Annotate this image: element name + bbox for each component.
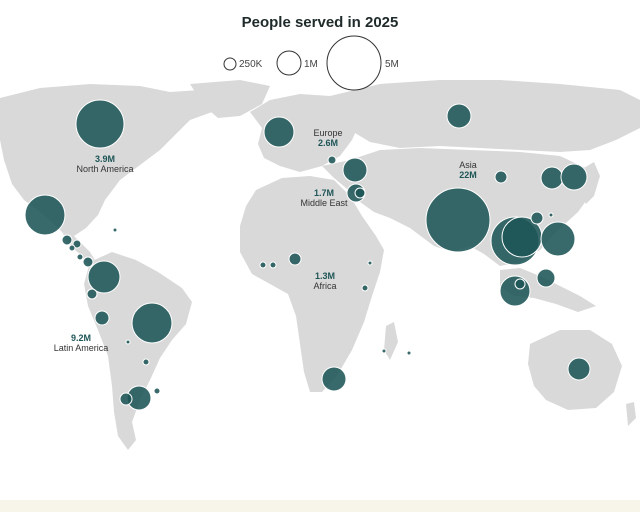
land-new-zealand [626, 402, 636, 426]
bubble-malaysia[interactable] [514, 278, 526, 290]
bubble-colombia[interactable] [87, 260, 121, 294]
bubble-mongolia[interactable] [494, 170, 508, 184]
bubble-japan[interactable] [560, 163, 588, 191]
legend-label-1m: 1M [304, 59, 318, 70]
legend-circle-5m [326, 35, 382, 91]
footer-band [0, 500, 640, 512]
bubble-hong-kong[interactable] [548, 212, 554, 218]
bubble-australia[interactable] [567, 357, 591, 381]
bubble-western-europe[interactable] [263, 116, 295, 148]
land-madagascar [384, 322, 398, 360]
region-name-europe: Europe [313, 128, 342, 138]
bubble-ethiopia[interactable] [367, 260, 373, 266]
region-value-asia: 22M [459, 170, 477, 180]
region-name-africa: Africa [313, 281, 336, 291]
bubble-thailand[interactable] [499, 275, 531, 307]
region-value-middle-east: 1.7M [314, 188, 334, 198]
bubble-nicaragua[interactable] [76, 253, 84, 261]
land-greenland [190, 80, 270, 118]
bubble-korea[interactable] [540, 166, 564, 190]
bubble-uruguay[interactable] [153, 387, 161, 395]
bubble-chile[interactable] [119, 392, 133, 406]
region-value-north-america: 3.9M [95, 154, 115, 164]
bubble-taiwan[interactable] [530, 211, 544, 225]
bubble-el-salvador[interactable] [68, 244, 76, 252]
land-south-america [84, 252, 192, 450]
bubble-russia[interactable] [446, 103, 472, 129]
bubble-west-africa-2[interactable] [269, 261, 277, 269]
region-name-asia: Asia [459, 160, 477, 170]
land-north-asia [330, 80, 640, 152]
legend-circle-1m [276, 50, 302, 76]
bubble-jordan[interactable] [354, 187, 366, 199]
region-value-latin-america: 9.2M [71, 333, 91, 343]
bubble-caribbean[interactable] [112, 227, 118, 233]
legend-label-250k: 250K [239, 59, 263, 70]
land-africa [240, 176, 384, 392]
bubble-south-africa[interactable] [321, 366, 347, 392]
bubble-mozambique[interactable] [381, 348, 387, 354]
bubble-brazil[interactable] [131, 302, 173, 344]
legend-label-5m: 5M [385, 59, 399, 70]
region-labels: 3.9M North America Europe 2.6M 1.7M Midd… [54, 128, 477, 353]
bubble-turkey[interactable] [342, 157, 368, 183]
bubble-mauritius[interactable] [406, 350, 412, 356]
bubble-vietnam[interactable] [536, 268, 556, 288]
bubble-nigeria[interactable] [288, 252, 302, 266]
region-value-europe: 2.6M [318, 138, 338, 148]
region-name-latin-america: Latin America [54, 343, 109, 353]
bubble-usa[interactable] [75, 99, 125, 149]
bubbles [24, 99, 591, 411]
bubble-india[interactable] [425, 187, 491, 253]
bubble-ecuador[interactable] [86, 288, 98, 300]
region-value-africa: 1.3M [315, 271, 335, 281]
region-name-north-america: North America [76, 164, 133, 174]
bubble-panama[interactable] [82, 256, 94, 268]
bubble-bolivia[interactable] [125, 339, 131, 345]
world-map: 250K 1M 5M [0, 35, 640, 450]
bubble-balkans[interactable] [327, 155, 337, 165]
bubble-kenya[interactable] [361, 284, 369, 292]
region-name-middle-east: Middle East [300, 198, 348, 208]
bubble-peru[interactable] [94, 310, 110, 326]
bubble-honduras[interactable] [72, 239, 82, 249]
land-europe [250, 94, 360, 172]
chart-title: People served in 2025 [241, 14, 399, 31]
bubble-guatemala[interactable] [61, 234, 73, 246]
bubble-philippines[interactable] [540, 221, 576, 257]
bubble-west-africa-1[interactable] [259, 261, 267, 269]
size-legend: 250K 1M 5M [223, 35, 399, 91]
legend-circle-250k [223, 57, 237, 71]
bubble-mexico[interactable] [24, 194, 66, 236]
bubble-paraguay[interactable] [142, 358, 150, 366]
